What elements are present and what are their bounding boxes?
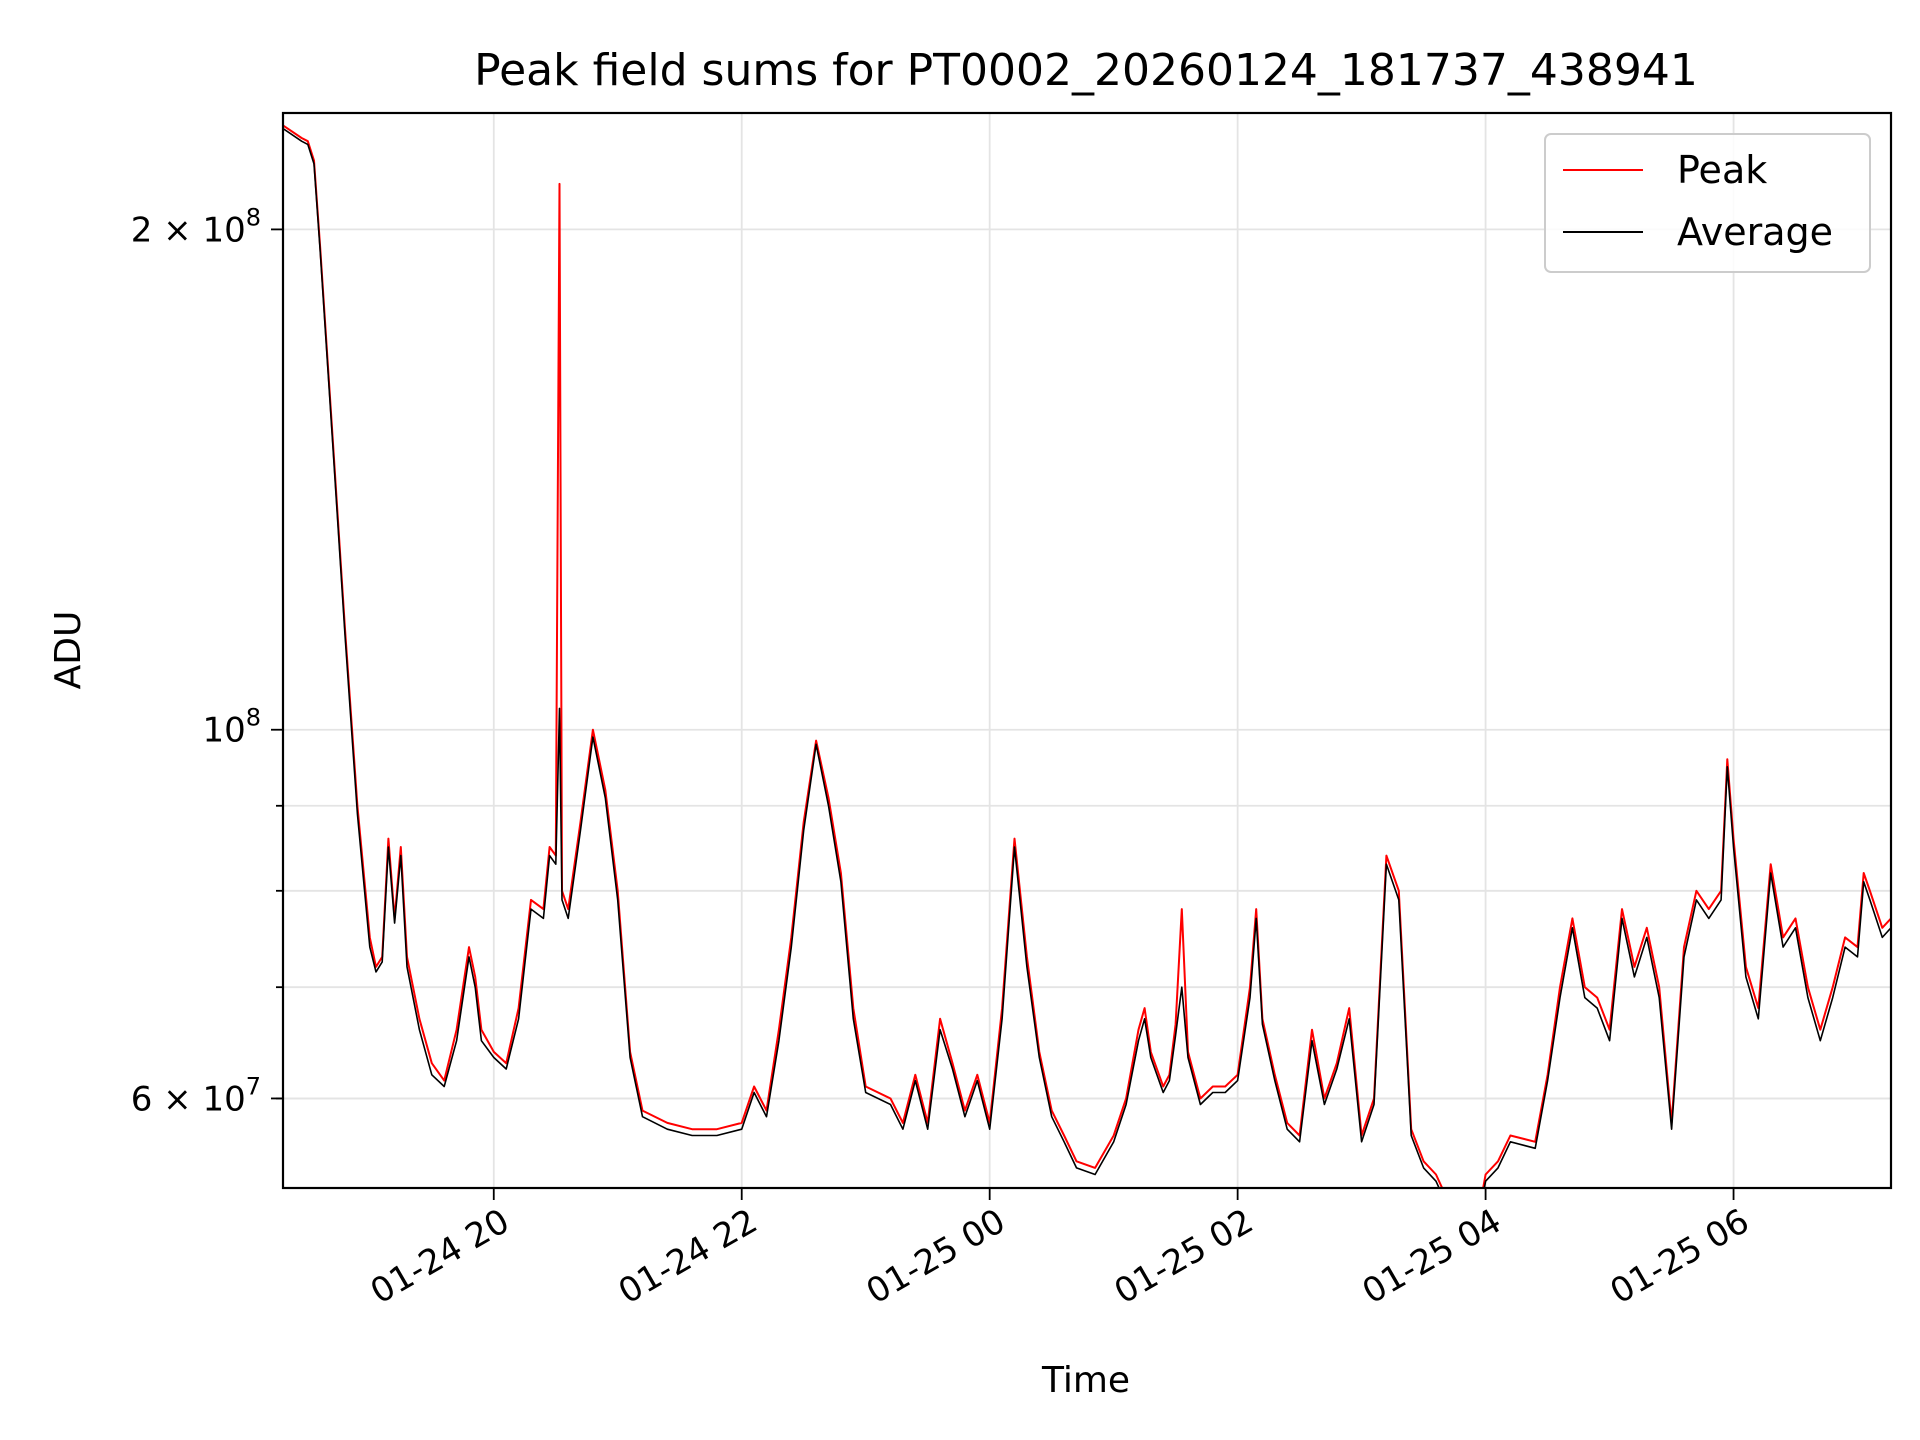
x-tick-label: 01-25 00 bbox=[860, 1201, 1012, 1312]
x-axis-label: Time bbox=[1041, 1360, 1130, 1401]
axis-ticks: 01-24 20 01-24 22 01-25 00 01-25 02 01-25 04… bbox=[131, 203, 1756, 1312]
x-tick-label: 01-25 02 bbox=[1108, 1201, 1260, 1312]
series-line-peak bbox=[283, 124, 1891, 1188]
series-layer bbox=[283, 124, 1891, 1188]
x-tick-label: 01-25 06 bbox=[1604, 1201, 1756, 1312]
plot-frame bbox=[281, 111, 1893, 1190]
legend-average-label: Average bbox=[1677, 210, 1833, 254]
x-tick-label: 01-25 04 bbox=[1356, 1201, 1508, 1312]
y-tick-label: 108 bbox=[202, 704, 261, 751]
y-axis-label: ADU bbox=[48, 611, 89, 690]
grid bbox=[283, 113, 1891, 1188]
chart-title: Peak field sums for PT0002_20260124_1817… bbox=[474, 45, 1698, 96]
y-tick-label: 2 × 108 bbox=[131, 203, 261, 250]
legend-box bbox=[1544, 133, 1871, 273]
y-tick-label: 6 × 107 bbox=[131, 1072, 261, 1119]
x-tick-label: 01-24 22 bbox=[612, 1201, 764, 1312]
series-line-average bbox=[283, 127, 1891, 1188]
x-tick-label: 01-24 20 bbox=[364, 1201, 516, 1312]
legend-peak-label: Peak bbox=[1677, 148, 1767, 192]
legend: Peak Average bbox=[1544, 133, 1871, 273]
